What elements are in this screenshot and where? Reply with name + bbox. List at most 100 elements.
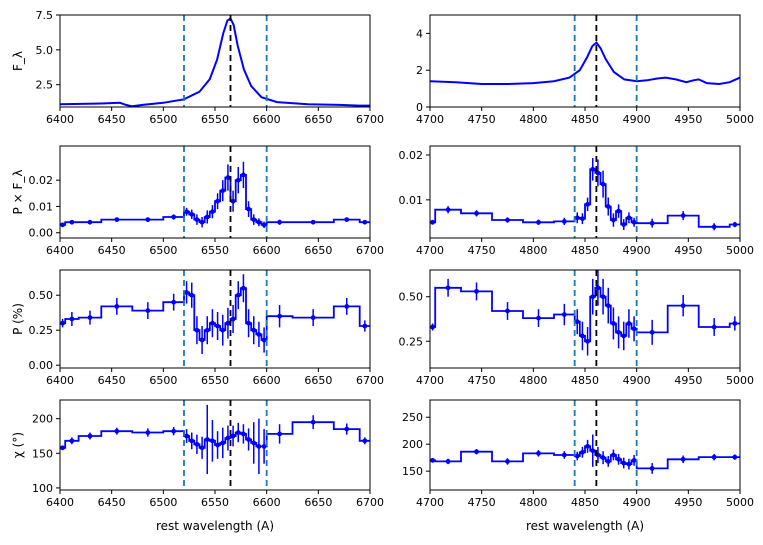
x-tick-label: 6450 — [98, 496, 126, 509]
y-tick-label: 0.02 — [29, 174, 54, 187]
y-tick-label: 0.00 — [29, 227, 54, 240]
y-tick-label: 2 — [416, 64, 423, 77]
y-axis-label: P × F_λ — [11, 170, 25, 215]
data-point — [680, 303, 686, 309]
data-point — [561, 452, 567, 458]
data-point — [585, 443, 590, 449]
plot-area — [60, 400, 370, 490]
data-point — [621, 222, 627, 227]
data-point — [220, 188, 226, 194]
panel-p_hb: 4700 4750 4800 4850 4900 4950 5000 0.25 0.50 — [399, 269, 754, 387]
x-tick-label: 4750 — [468, 113, 496, 126]
axes-frame — [59, 14, 371, 108]
data-point — [189, 211, 195, 217]
data-point — [680, 456, 686, 462]
data-point — [590, 166, 596, 172]
data-point — [631, 219, 637, 225]
data-point — [145, 430, 151, 435]
x-tick-label: 6650 — [304, 244, 332, 257]
data-point — [256, 443, 262, 449]
plot-area — [430, 270, 740, 368]
panel-pf_ha: 6400 6450 6500 6550 6600 6650 6700 0.00 0.01 0.02… — [11, 145, 384, 257]
y-tick-label: 2.5 — [36, 79, 54, 92]
data-point — [114, 428, 120, 434]
data-point — [732, 321, 738, 326]
binned-step-line — [60, 287, 370, 341]
x-tick-label: 6700 — [356, 244, 384, 257]
data-point — [649, 329, 655, 335]
x-tick-label: 4900 — [623, 374, 651, 387]
x-tick-label: 6400 — [46, 374, 74, 387]
data-point — [605, 459, 611, 464]
plot-area — [430, 400, 740, 490]
x-tick-label: 4850 — [571, 113, 599, 126]
x-tick-label: 4950 — [674, 374, 702, 387]
data-point — [611, 452, 616, 458]
panel-flux_ha: 6400 6450 6500 6550 6600 6650 6700 2.5 5.0 7.5 F_λ — [11, 9, 384, 126]
x-tick-label: 6500 — [149, 113, 177, 126]
y-tick-label: 100 — [32, 482, 53, 495]
data-point — [241, 172, 246, 178]
data-point — [215, 198, 220, 204]
data-point — [616, 456, 621, 462]
x-tick-label: 6450 — [98, 113, 126, 126]
data-point — [445, 459, 451, 464]
data-point — [194, 327, 200, 333]
x-tick-label: 4750 — [468, 244, 496, 257]
data-point — [344, 426, 350, 432]
x-tick-label: 5000 — [726, 496, 754, 509]
data-point — [585, 338, 590, 344]
data-point — [445, 285, 451, 291]
data-point — [344, 217, 350, 223]
data-point — [711, 224, 717, 230]
x-tick-label: 4850 — [571, 496, 599, 509]
panel-p_ha: 6400 6450 6500 6550 6600 6650 6700 0.00 0.25 0.50… — [11, 269, 384, 387]
x-tick-label: 6550 — [201, 374, 229, 387]
data-point — [210, 438, 215, 444]
x-tick-label: 4750 — [468, 496, 496, 509]
y-tick-label: 0 — [416, 101, 423, 114]
x-tick-label: 6450 — [98, 374, 126, 387]
data-point — [251, 217, 257, 223]
data-point — [580, 333, 585, 339]
y-tick-label: 0.01 — [399, 194, 424, 207]
data-point — [114, 217, 120, 223]
data-point — [225, 175, 231, 180]
x-tick-label: 6550 — [201, 496, 229, 509]
data-point — [145, 217, 151, 223]
data-point — [230, 316, 236, 322]
x-tick-label: 6450 — [98, 244, 126, 257]
data-point — [210, 209, 215, 215]
x-tick-label: 4950 — [674, 113, 702, 126]
data-point — [251, 327, 257, 333]
data-point — [611, 321, 616, 326]
data-point — [194, 217, 200, 223]
x-tick-label: 6500 — [149, 244, 177, 257]
data-point — [631, 457, 637, 463]
data-point — [210, 320, 215, 326]
x-tick-label: 4900 — [623, 496, 651, 509]
data-point — [199, 337, 205, 343]
data-point — [114, 304, 120, 309]
x-tick-label: 6700 — [356, 374, 384, 387]
x-tick-label: 6650 — [304, 113, 332, 126]
x-tick-label: 5000 — [726, 113, 754, 126]
x-tick-label: 6400 — [46, 244, 74, 257]
data-point — [310, 219, 316, 225]
data-point — [184, 290, 189, 295]
x-tick-label: 6700 — [356, 113, 384, 126]
data-point — [251, 440, 257, 446]
x-tick-label: 4700 — [416, 244, 444, 257]
data-point — [580, 216, 585, 222]
data-point — [611, 217, 616, 223]
y-tick-label: 150 — [402, 465, 423, 478]
y-axis-label: χ (°) — [11, 432, 25, 458]
data-point — [430, 219, 435, 225]
y-tick-label: 0.01 — [29, 200, 54, 213]
axes-frame — [59, 269, 371, 369]
y-tick-label: 0.02 — [399, 149, 424, 162]
x-tick-label: 4750 — [468, 374, 496, 387]
data-point — [310, 419, 316, 425]
data-point — [184, 433, 189, 439]
data-point — [261, 337, 267, 343]
